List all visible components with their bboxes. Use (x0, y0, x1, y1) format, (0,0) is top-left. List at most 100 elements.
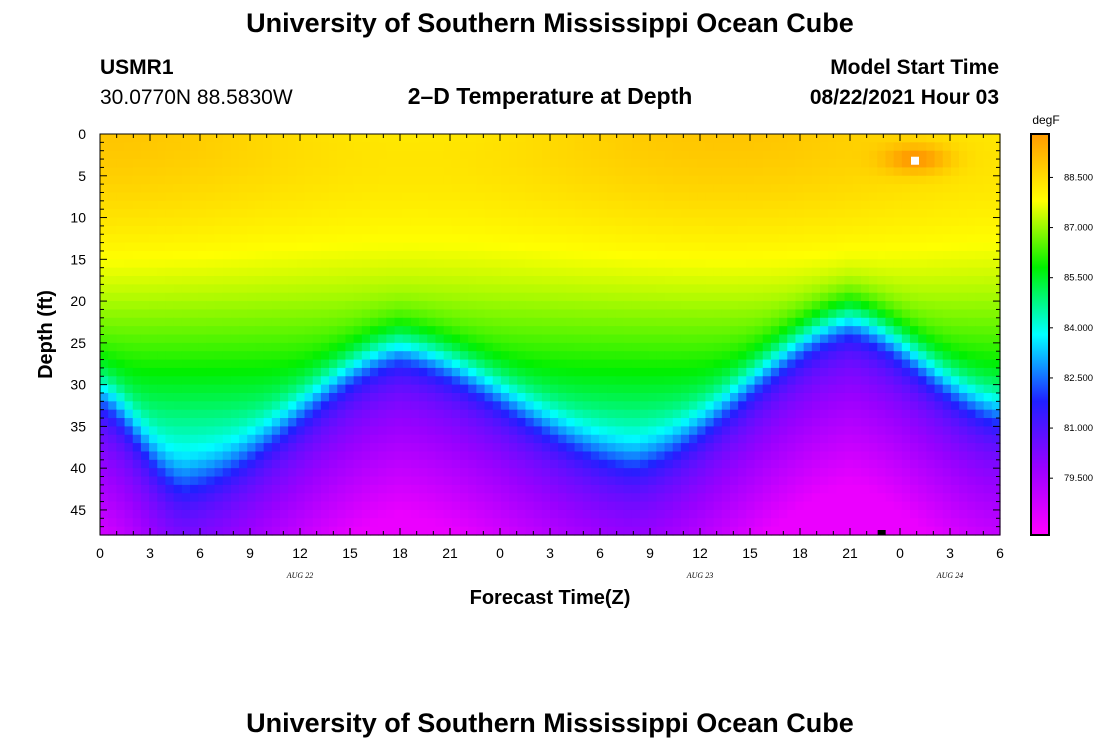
heatmap-cell (181, 200, 191, 210)
heatmap-cell (296, 509, 306, 519)
heatmap-cell (991, 242, 1001, 252)
heatmap-cell (402, 175, 412, 185)
heatmap-cell (329, 392, 338, 402)
heatmap-cell (967, 418, 977, 427)
heatmap-cell (320, 468, 330, 478)
heatmap-cell (460, 175, 469, 185)
heatmap-cell (353, 418, 363, 427)
heatmap-cell (296, 276, 306, 285)
heatmap-cell (230, 434, 240, 444)
heatmap-cell (648, 434, 657, 444)
heatmap-cell (255, 317, 265, 327)
heatmap-cell (427, 284, 437, 294)
heatmap-cell (754, 426, 764, 436)
heatmap-cell (280, 401, 289, 411)
heatmap-cell (975, 493, 985, 503)
heatmap-cell (730, 167, 739, 177)
heatmap-cell (950, 334, 960, 344)
heatmap-cell (116, 426, 126, 436)
heatmap-cell (721, 334, 731, 344)
heatmap-cell (869, 276, 878, 285)
heatmap-cell (427, 225, 437, 235)
heatmap-cell (132, 209, 142, 219)
heatmap-cell (320, 426, 330, 436)
heatmap-cell (762, 225, 772, 235)
heatmap-cell (222, 259, 232, 269)
heatmap-cell (181, 242, 191, 252)
heatmap-cell (460, 476, 469, 486)
heatmap-cell (779, 184, 788, 194)
heatmap-cell (329, 167, 338, 177)
heatmap-cell (910, 484, 919, 494)
heatmap-cell (247, 459, 257, 469)
heatmap-cell (263, 434, 273, 444)
heatmap-cell (140, 167, 150, 177)
heatmap-cell (451, 309, 461, 319)
heatmap-cell (942, 301, 952, 311)
heatmap-cell (566, 184, 576, 194)
heatmap-cell (582, 309, 592, 319)
heatmap-cell (410, 476, 420, 486)
heatmap-cell (926, 309, 936, 319)
heatmap-cell (149, 200, 158, 210)
heatmap-cell (811, 292, 821, 302)
heatmap-cell (140, 150, 150, 160)
heatmap-cell (173, 367, 183, 377)
heatmap-cell (468, 250, 477, 260)
heatmap-cell (370, 409, 379, 419)
heatmap-cell (582, 142, 592, 152)
heatmap-cell (435, 209, 445, 219)
heatmap-cell (844, 351, 854, 361)
heatmap-cell (370, 418, 379, 427)
heatmap-cell (713, 167, 723, 177)
heatmap-cell (132, 242, 142, 252)
heatmap-cell (803, 409, 813, 419)
heatmap-cell (991, 267, 1001, 277)
heatmap-cell (329, 459, 338, 469)
heatmap-cell (779, 359, 788, 369)
heatmap-cell (721, 326, 731, 336)
heatmap-cell (149, 167, 158, 177)
heatmap-cell (550, 392, 559, 402)
heatmap-cell (983, 384, 993, 394)
heatmap-cell (108, 509, 117, 519)
heatmap-cell (460, 267, 469, 277)
heatmap-cell (713, 159, 723, 169)
heatmap-cell (631, 250, 641, 260)
heatmap-cell (214, 392, 224, 402)
heatmap-cell (320, 509, 330, 519)
heatmap-cell (517, 184, 527, 194)
heatmap-cell (779, 150, 788, 160)
heatmap-cell (926, 192, 936, 202)
heatmap-cell (173, 476, 183, 486)
heatmap-cell (484, 326, 494, 336)
heatmap-cell (623, 292, 633, 302)
heatmap-cell (558, 242, 567, 252)
heatmap-cell (157, 167, 167, 177)
heatmap-cell (100, 443, 109, 453)
heatmap-cell (140, 509, 150, 519)
heatmap-cell (558, 192, 567, 202)
heatmap-cell (443, 484, 453, 494)
heatmap-cell (787, 276, 797, 285)
heatmap-cell (280, 443, 289, 453)
heatmap-cell (664, 493, 674, 503)
heatmap-cell (950, 267, 960, 277)
heatmap-cell (419, 242, 428, 252)
heatmap-cell (844, 242, 854, 252)
heatmap-cell (893, 142, 903, 152)
heatmap-cell (468, 359, 477, 369)
heatmap-cell (590, 301, 600, 311)
heatmap-cell (124, 217, 134, 227)
heatmap-cell (402, 434, 412, 444)
heatmap-cell (623, 392, 633, 402)
heatmap-cell (599, 192, 608, 202)
heatmap-cell (280, 250, 289, 260)
heatmap-cell (860, 159, 870, 169)
heatmap-cell (247, 276, 257, 285)
heatmap-cell (410, 367, 420, 377)
heatmap-cell (435, 426, 445, 436)
heatmap-cell (378, 451, 387, 461)
heatmap-cell (492, 418, 502, 427)
heatmap-cell (811, 334, 821, 344)
